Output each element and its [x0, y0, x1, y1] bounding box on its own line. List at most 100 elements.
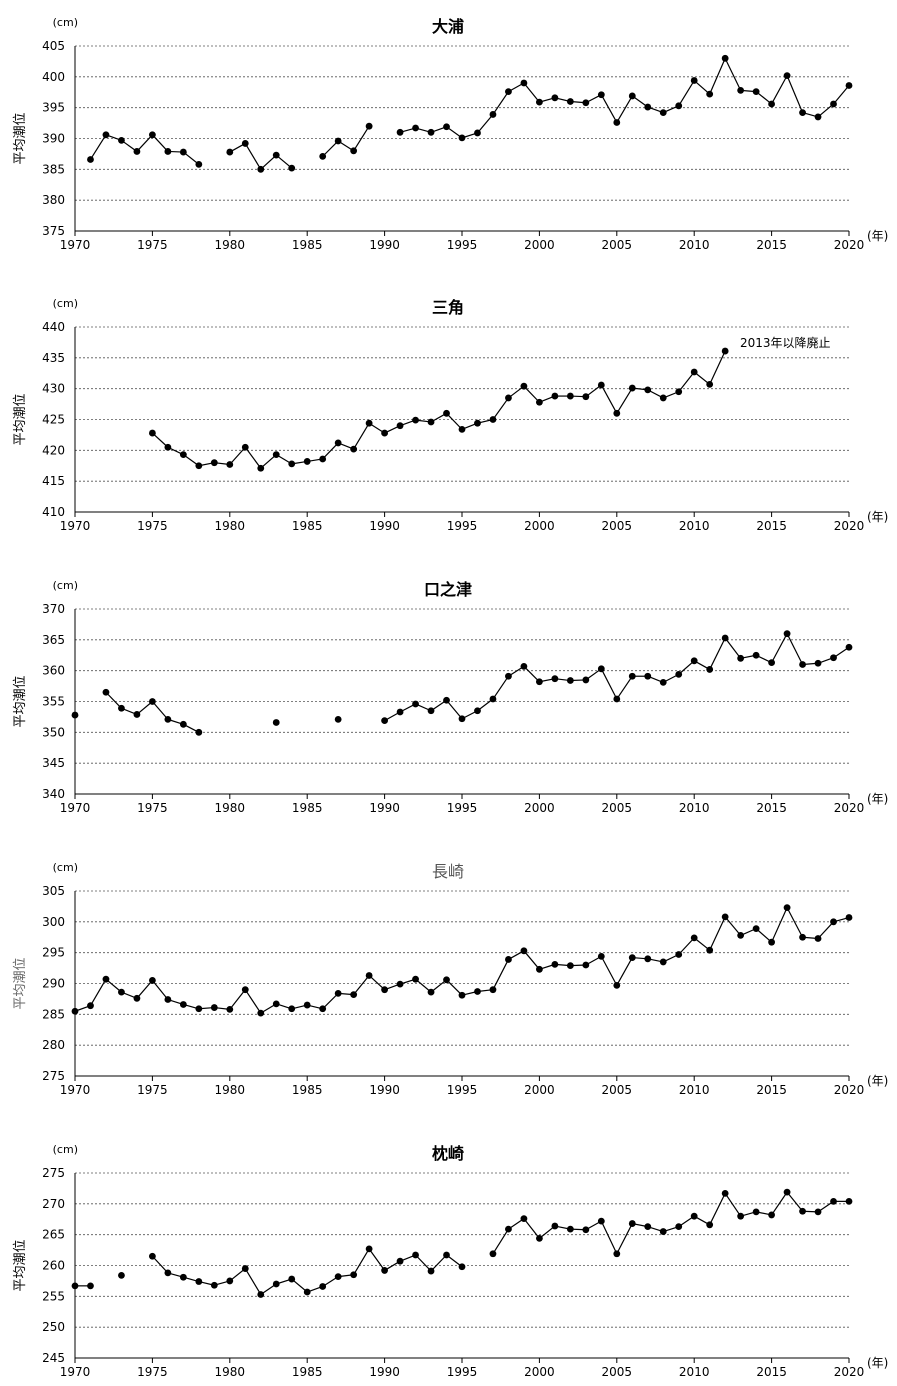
data-point	[752, 88, 760, 96]
y-tick-label: 395	[42, 101, 65, 115]
y-tick-label: 350	[42, 725, 65, 739]
series-line-segment	[151, 134, 169, 152]
chart-title: 枕崎	[432, 1144, 464, 1163]
data-point	[102, 131, 110, 139]
series-line-segment	[523, 665, 540, 683]
series-line-segment	[446, 412, 463, 430]
y-tick-label: 345	[42, 756, 65, 770]
data-point	[489, 1250, 497, 1258]
x-tick-label: 2010	[679, 801, 710, 815]
data-point	[628, 92, 636, 100]
y-tick-label: 295	[42, 946, 65, 960]
data-point	[319, 1283, 327, 1290]
data-point	[706, 380, 714, 388]
x-tick-label: 2000	[524, 801, 555, 815]
data-point	[474, 707, 481, 715]
series-line-segment	[616, 95, 633, 123]
data-point	[102, 975, 110, 983]
y-tick-label: 270	[42, 1197, 65, 1211]
x-tick-label: 1970	[60, 1083, 91, 1097]
series-line-segment	[678, 371, 695, 393]
x-axis-label: (年)	[867, 792, 888, 806]
y-tick-label: 280	[42, 1038, 65, 1052]
series-line-segment	[353, 125, 370, 152]
y-tick-label: 420	[42, 443, 65, 457]
data-point	[644, 103, 652, 111]
series-line-segment	[771, 75, 788, 105]
data-point	[721, 634, 729, 642]
data-point	[381, 429, 388, 437]
data-point	[536, 398, 543, 406]
x-axis-label: (年)	[867, 1356, 888, 1370]
data-point	[566, 98, 574, 105]
data-point	[737, 87, 745, 94]
data-point	[195, 161, 203, 168]
data-point	[303, 458, 311, 465]
x-tick-label: 1980	[215, 801, 246, 815]
data-point	[505, 956, 512, 963]
y-axis-label: 平均潮位	[13, 393, 28, 445]
series-line-segment	[786, 75, 804, 113]
data-point	[365, 1245, 373, 1253]
series-line-segment	[136, 134, 153, 152]
data-point	[644, 386, 652, 394]
series-line-segment	[600, 384, 618, 414]
x-tick-label: 2015	[756, 1083, 787, 1097]
data-point	[520, 1215, 528, 1223]
y-tick-label: 435	[42, 351, 65, 365]
y-tick-label: 265	[42, 1228, 65, 1242]
data-point	[706, 90, 714, 98]
data-point	[241, 1265, 249, 1272]
data-point	[706, 666, 714, 673]
data-point	[257, 165, 265, 173]
chart-title: 大浦	[432, 17, 464, 36]
x-tick-label: 2015	[756, 238, 787, 252]
chart-panel-4: 245 250 255 260 265 270 275 1970 1975 1980 1985 199…	[13, 1143, 888, 1379]
y-tick-label: 405	[42, 39, 65, 53]
data-point	[427, 707, 435, 715]
x-tick-label: 1985	[292, 1083, 323, 1097]
y-tick-label: 380	[42, 193, 65, 207]
y-tick-label: 255	[42, 1289, 65, 1303]
data-point	[659, 1228, 667, 1235]
data-point	[597, 91, 605, 99]
data-point	[520, 79, 528, 87]
data-point	[644, 1223, 652, 1231]
series-line-segment	[523, 950, 540, 970]
data-point	[303, 1001, 311, 1009]
y-tick-label: 415	[42, 474, 65, 488]
data-point	[164, 148, 172, 155]
data-point	[195, 728, 203, 736]
data-point	[659, 958, 667, 966]
data-point	[149, 131, 156, 139]
series-line-segment	[600, 668, 618, 700]
y-axis-label: 平均潮位	[13, 1239, 28, 1291]
series-line-segment	[678, 937, 695, 955]
data-point	[272, 719, 280, 726]
y-tick-label: 305	[42, 884, 65, 898]
data-point	[474, 988, 481, 995]
data-point	[536, 1234, 543, 1242]
series-line-segment	[368, 975, 386, 991]
series-line-segment	[151, 1255, 169, 1274]
series-line-segment	[244, 446, 262, 469]
series-line-segment	[678, 660, 695, 675]
data-point	[721, 913, 729, 921]
series-line-segment	[523, 1218, 540, 1239]
data-point	[118, 704, 125, 712]
y-tick-label: 385	[42, 162, 65, 176]
data-point	[659, 109, 667, 116]
series-line-segment	[89, 134, 107, 160]
series-line-segment	[523, 385, 540, 403]
series-line-segment	[477, 114, 494, 134]
x-tick-label: 2010	[679, 519, 710, 533]
x-axis-label: (年)	[867, 229, 888, 243]
series-line-segment	[771, 633, 788, 663]
data-point	[396, 980, 404, 988]
y-tick-label: 340	[42, 787, 65, 801]
data-point	[118, 1271, 125, 1279]
data-point	[536, 678, 543, 686]
series-line-segment	[523, 82, 540, 103]
series-line-segment	[89, 978, 107, 1007]
data-point	[443, 976, 450, 984]
